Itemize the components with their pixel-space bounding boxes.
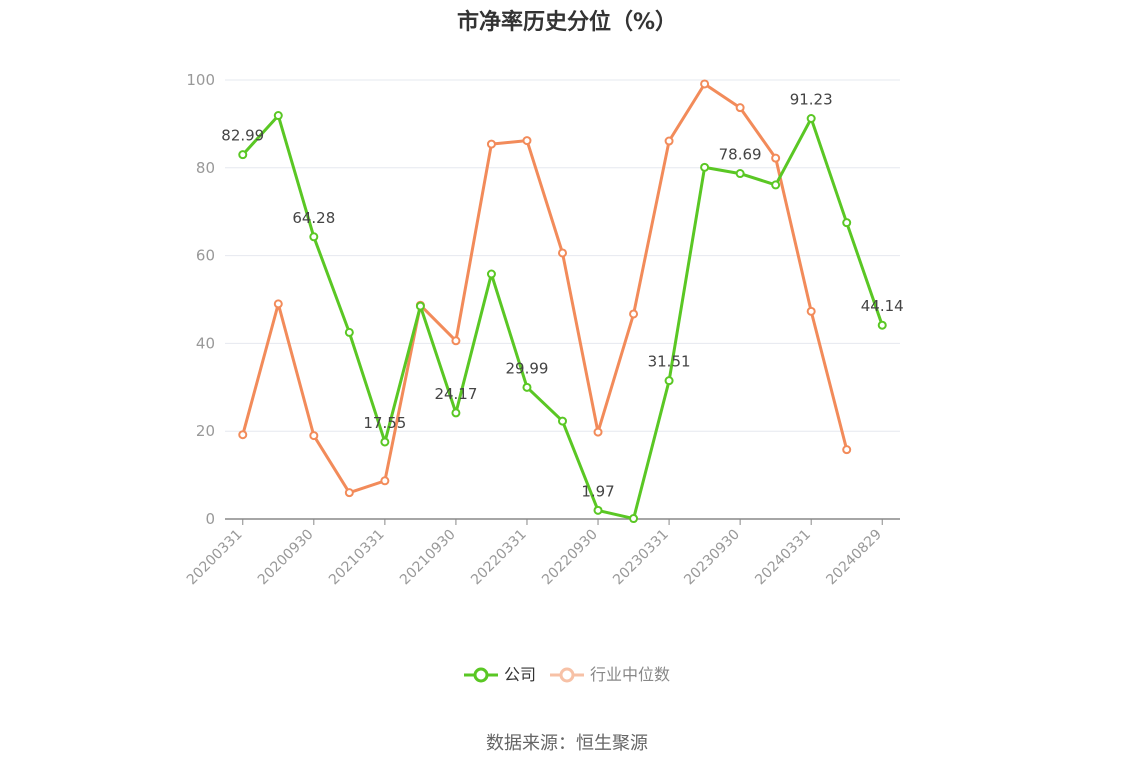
industry-point: [664, 136, 674, 146]
y-tick-label: 20: [196, 422, 215, 440]
y-tick-label: 60: [196, 247, 215, 265]
data-label: 64.28: [292, 209, 335, 227]
legend-item-company[interactable]: 公司: [463, 664, 536, 686]
legend-industry-marker-icon: [550, 667, 584, 683]
legend-item-industry[interactable]: 行业中位数: [550, 664, 670, 686]
data-label: 24.17: [434, 385, 477, 403]
y-tick-label: 0: [205, 510, 215, 528]
data-label: 91.23: [790, 91, 833, 109]
industry-point: [522, 136, 532, 146]
company-point: [593, 505, 603, 515]
x-tick-label: 20220930: [539, 527, 601, 589]
y-tick-label: 40: [196, 334, 215, 352]
industry-point: [593, 427, 603, 437]
industry-point: [273, 299, 283, 309]
data-label: 1.97: [581, 482, 614, 500]
x-tick-label: 20230930: [681, 527, 743, 589]
x-tick-label: 20230331: [610, 527, 672, 589]
industry-point: [486, 139, 496, 149]
company-point: [380, 437, 390, 447]
data-label: 44.14: [861, 297, 904, 315]
legend: 公司 行业中位数: [0, 664, 1134, 686]
company-point: [558, 416, 567, 426]
company-point: [629, 514, 639, 524]
chart-title: 市净率历史分位（%）: [456, 10, 678, 35]
company-point: [309, 232, 319, 242]
x-tick-label: 20200930: [255, 527, 317, 589]
x-tick-label: 20240829: [823, 527, 885, 589]
industry-point: [380, 476, 390, 486]
industry-point: [344, 488, 354, 498]
industry-point: [842, 445, 852, 455]
industry-point: [735, 103, 745, 113]
company-point: [877, 320, 887, 330]
industry-point: [309, 431, 319, 441]
industry-point: [629, 309, 639, 319]
source-note: 数据来源：恒生聚源: [486, 733, 648, 754]
company-point: [735, 169, 745, 179]
company-point: [451, 408, 461, 418]
company-point: [664, 376, 674, 386]
industry-point: [806, 306, 816, 316]
y-tick-label: 80: [196, 159, 215, 177]
company-point: [806, 114, 816, 124]
industry-point: [700, 79, 710, 89]
data-label: 17.55: [363, 414, 406, 432]
company-point: [486, 269, 496, 279]
industry-point: [451, 336, 461, 346]
x-tick-label: 20220331: [468, 527, 530, 589]
data-label: 82.99: [221, 127, 264, 145]
x-tick-label: 20200331: [184, 527, 246, 589]
series-line-company: [241, 114, 884, 521]
line-chart: 0 20 40 60 80 100 20200331 20200930 20210331 2021…: [184, 71, 904, 589]
company-point: [238, 150, 248, 160]
company-point: [771, 180, 781, 190]
data-label: 78.69: [719, 146, 762, 164]
x-tick-label: 20210331: [326, 527, 388, 589]
company-point: [522, 382, 532, 392]
industry-point: [558, 248, 567, 258]
legend-company-label: 公司: [503, 665, 536, 684]
data-label: 29.99: [505, 359, 548, 377]
company-point: [842, 218, 852, 228]
industry-point: [238, 430, 248, 440]
legend-industry-label: 行业中位数: [590, 665, 671, 684]
x-tick-label: 20210930: [397, 527, 459, 589]
company-point: [415, 301, 425, 311]
company-point: [344, 327, 354, 337]
legend-company-marker-icon: [463, 667, 498, 683]
y-tick-label: 100: [186, 71, 215, 89]
industry-point: [771, 153, 781, 163]
company-point: [700, 162, 710, 172]
x-tick-label: 20240331: [752, 527, 814, 589]
data-label: 31.51: [648, 353, 691, 371]
company-point: [273, 111, 283, 121]
series-line-industry: [241, 82, 849, 495]
